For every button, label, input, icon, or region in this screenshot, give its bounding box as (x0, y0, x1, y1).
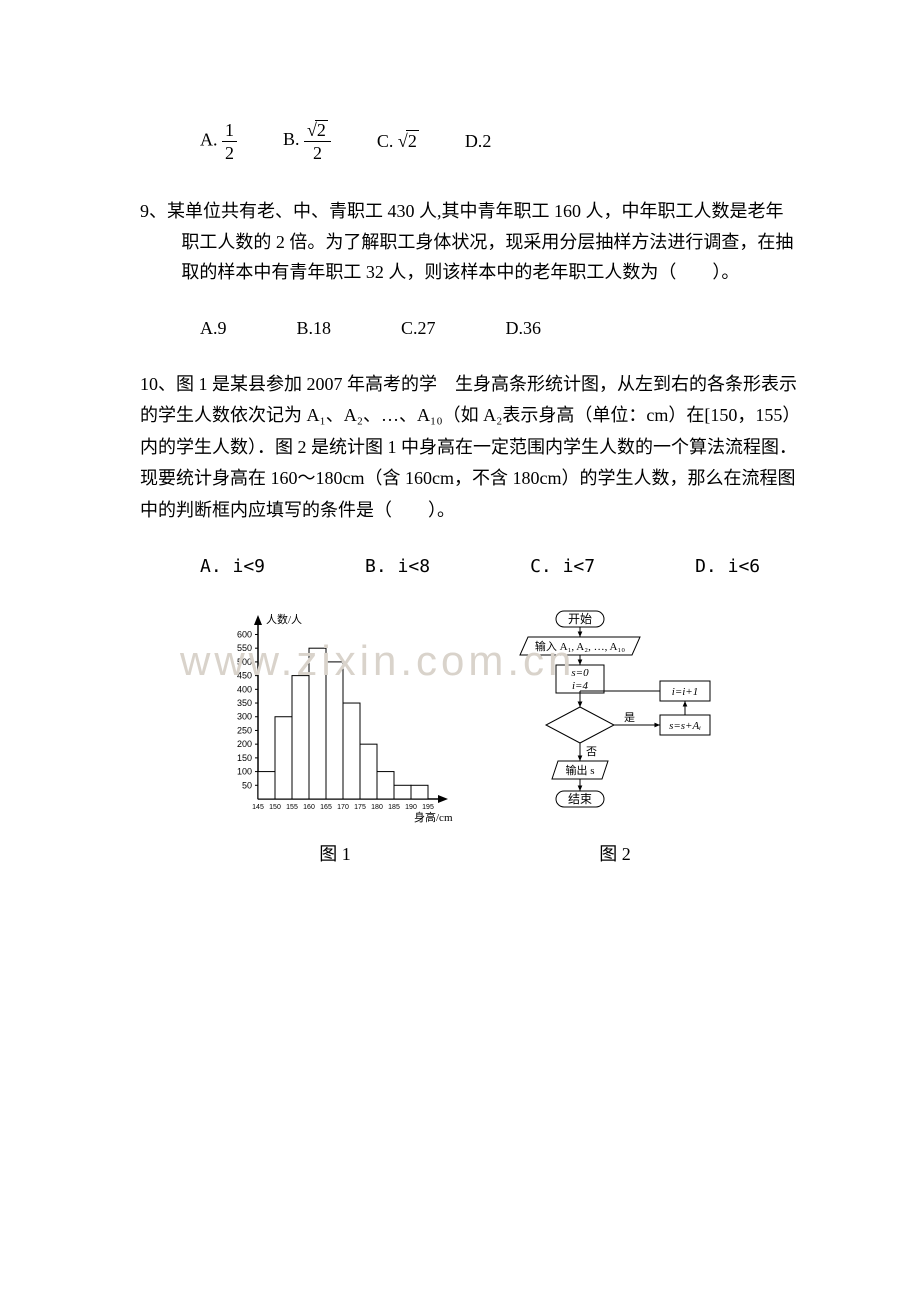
q8-options: A. 1 2 B. 2 2 C. 2 D.2 (200, 120, 800, 162)
fig2-caption: 图 2 (500, 840, 730, 866)
option-label: B. (283, 129, 300, 149)
q8-option-b: B. 2 2 (283, 120, 331, 162)
svg-text:200: 200 (237, 739, 252, 749)
option-label: D. (465, 131, 483, 151)
svg-text:i=4: i=4 (572, 680, 588, 692)
svg-text:400: 400 (237, 685, 252, 695)
q8-option-c: C. 2 (377, 130, 419, 152)
svg-text:100: 100 (237, 767, 252, 777)
q9-options: A.9 B.18 C.27 D.36 (200, 318, 800, 339)
q9-option-c: C.27 (401, 318, 436, 339)
option-label: A. (200, 129, 218, 149)
svg-text:开始: 开始 (568, 612, 592, 626)
fraction-denominator: 2 (304, 142, 331, 162)
svg-text:50: 50 (242, 781, 252, 791)
figure-1: 50 100 150 200 250 300 350 400 450 500 550 600 145 15… (210, 607, 460, 866)
svg-text:170: 170 (337, 804, 349, 811)
q9-option-a: A.9 (200, 318, 227, 339)
fig1-caption: 图 1 (210, 840, 460, 866)
page: A. 1 2 B. 2 2 C. 2 D.2 9、某单位共有老、中、青职工 43… (0, 0, 920, 946)
svg-text:输入 A₁, A₂, …, A₁₀: 输入 A₁, A₂, …, A₁₀ (535, 639, 625, 653)
svg-text:145: 145 (252, 804, 264, 811)
q9-option-d: D.36 (506, 318, 542, 339)
option-label: C. (377, 131, 394, 151)
q10-option-c: C. i<7 (530, 556, 595, 577)
svg-text:175: 175 (354, 804, 366, 811)
svg-text:结束: 结束 (568, 792, 592, 806)
q8-option-d: D.2 (465, 131, 492, 152)
q10-option-b: B. i<8 (365, 556, 430, 577)
flowchart: 开始输入 A₁, A₂, …, A₁₀ s=0i=4 是 s=s+Aᵢ i=i+1 否输出… (500, 607, 730, 829)
svg-text:160: 160 (303, 804, 315, 811)
svg-text:190: 190 (405, 804, 417, 811)
svg-text:300: 300 (237, 712, 252, 722)
fraction-numerator: 1 (222, 121, 237, 142)
svg-text:是: 是 (624, 711, 635, 724)
figures-container: www.zixin.com.cn 50100150200250300350400… (140, 607, 800, 866)
svg-text:250: 250 (237, 726, 252, 736)
q9-option-b: B.18 (297, 318, 332, 339)
svg-text:s=s+Aᵢ: s=s+Aᵢ (669, 720, 701, 732)
svg-text:550: 550 (237, 643, 252, 653)
svg-text:600: 600 (237, 630, 252, 640)
svg-text:身高/cm: 身高/cm (414, 810, 453, 824)
q10-option-a: A. i<9 (200, 556, 265, 577)
fraction-denominator: 2 (222, 142, 237, 162)
bar-chart: 50 100 150 200 250 300 350 400 450 500 550 600 145 15… (210, 607, 460, 829)
figure-2: 开始输入 A₁, A₂, …, A₁₀ s=0i=4 是 s=s+Aᵢ i=i+1 否输出… (500, 607, 730, 866)
svg-text:人数/人: 人数/人 (266, 613, 302, 626)
svg-text:150: 150 (237, 753, 252, 763)
svg-text:195: 195 (422, 804, 434, 811)
q10-text: 10、图 1 是某县参加 2007 年高考的学 生身高条形统计图，从左到右的各条… (140, 369, 800, 527)
q10-options: A. i<9 B. i<8 C. i<7 D. i<6 (200, 556, 800, 577)
svg-text:165: 165 (320, 804, 332, 811)
fraction-numerator: 2 (304, 120, 331, 142)
q10-option-d: D. i<6 (695, 556, 760, 577)
svg-text:500: 500 (237, 657, 252, 667)
svg-text:350: 350 (237, 698, 252, 708)
q9-text: 9、某单位共有老、中、青职工 430 人,其中青年职工 160 人，中年职工人数… (140, 196, 800, 288)
svg-text:185: 185 (388, 804, 400, 811)
svg-text:180: 180 (371, 804, 383, 811)
svg-text:输出 s: 输出 s (565, 763, 594, 777)
svg-text:否: 否 (586, 746, 597, 758)
q8-option-a: A. 1 2 (200, 121, 237, 162)
svg-text:150: 150 (269, 804, 281, 811)
svg-text:i=i+1: i=i+1 (672, 686, 698, 698)
svg-text:450: 450 (237, 671, 252, 681)
svg-text:155: 155 (286, 804, 298, 811)
svg-text:s=0: s=0 (571, 667, 589, 679)
